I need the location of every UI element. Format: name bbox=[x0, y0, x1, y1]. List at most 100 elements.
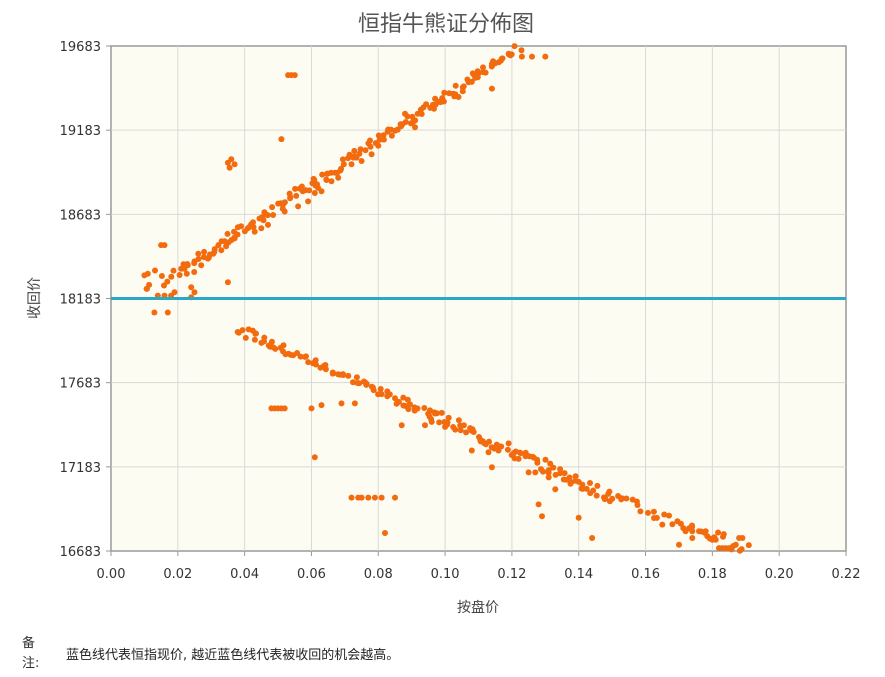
data-point bbox=[432, 95, 439, 102]
data-point bbox=[566, 474, 573, 481]
data-point bbox=[310, 175, 317, 182]
data-point bbox=[702, 528, 709, 535]
data-point bbox=[475, 70, 482, 77]
data-point bbox=[367, 137, 373, 144]
data-point bbox=[545, 469, 552, 476]
data-point bbox=[302, 187, 309, 194]
y-tick-label: 18683 bbox=[60, 208, 101, 223]
data-point bbox=[371, 494, 378, 501]
data-point bbox=[689, 522, 695, 529]
data-point bbox=[455, 94, 462, 100]
data-point bbox=[351, 400, 358, 407]
y-tick-label: 18183 bbox=[60, 293, 101, 308]
data-point bbox=[545, 474, 552, 481]
data-point bbox=[211, 249, 218, 255]
data-point bbox=[161, 242, 168, 249]
data-point bbox=[340, 371, 346, 378]
data-point bbox=[151, 309, 158, 316]
data-point bbox=[323, 176, 330, 183]
data-point bbox=[486, 438, 492, 445]
data-point bbox=[350, 379, 356, 386]
data-point bbox=[463, 429, 470, 436]
data-point bbox=[618, 496, 625, 503]
data-point bbox=[335, 371, 341, 378]
data-point bbox=[587, 480, 593, 486]
data-point bbox=[354, 380, 361, 386]
data-point bbox=[482, 69, 489, 76]
data-point bbox=[485, 449, 492, 456]
data-point bbox=[590, 487, 597, 494]
data-point bbox=[375, 142, 382, 149]
data-point bbox=[423, 101, 430, 108]
data-point bbox=[414, 110, 421, 117]
data-point bbox=[265, 221, 271, 228]
data-point bbox=[224, 230, 231, 237]
data-point bbox=[739, 535, 746, 541]
data-point bbox=[378, 494, 385, 501]
data-point bbox=[280, 342, 287, 349]
data-point bbox=[146, 281, 153, 288]
data-point bbox=[517, 449, 523, 456]
data-point bbox=[311, 454, 318, 461]
data-point bbox=[593, 492, 600, 499]
data-point bbox=[375, 132, 382, 139]
x-tick-label: 0.22 bbox=[832, 567, 861, 582]
data-point bbox=[504, 446, 511, 453]
data-point bbox=[264, 212, 271, 219]
data-point bbox=[338, 165, 345, 172]
data-point bbox=[532, 469, 539, 476]
data-point bbox=[579, 485, 586, 492]
data-point bbox=[392, 395, 398, 402]
data-point bbox=[158, 273, 165, 279]
data-point bbox=[398, 422, 405, 429]
data-point bbox=[228, 156, 235, 163]
data-point bbox=[293, 192, 300, 199]
data-point bbox=[164, 309, 171, 316]
data-point bbox=[732, 541, 739, 548]
data-point bbox=[518, 47, 525, 54]
data-point bbox=[168, 273, 175, 280]
data-point bbox=[195, 250, 202, 257]
data-point bbox=[402, 110, 408, 117]
data-point bbox=[460, 422, 467, 429]
data-point bbox=[269, 204, 276, 211]
data-point bbox=[666, 512, 672, 519]
data-point bbox=[552, 471, 559, 478]
data-point bbox=[589, 535, 596, 541]
x-tick-label: 0.14 bbox=[564, 567, 593, 582]
data-point bbox=[426, 413, 433, 420]
data-point bbox=[239, 327, 246, 334]
data-point bbox=[583, 485, 590, 492]
data-point bbox=[329, 369, 336, 376]
y-tick-label: 17183 bbox=[60, 461, 101, 476]
x-tick-label: 0.04 bbox=[230, 567, 259, 582]
data-point bbox=[312, 361, 319, 368]
data-point bbox=[442, 423, 449, 430]
x-tick-label: 0.16 bbox=[631, 567, 660, 582]
data-point bbox=[488, 85, 495, 92]
data-point bbox=[253, 330, 259, 337]
data-point bbox=[367, 143, 374, 150]
data-point bbox=[224, 279, 231, 286]
data-point bbox=[432, 101, 439, 108]
data-point bbox=[682, 528, 689, 535]
data-point bbox=[259, 214, 266, 221]
data-point bbox=[308, 405, 315, 412]
data-point bbox=[281, 199, 288, 206]
data-point bbox=[511, 43, 518, 50]
data-point bbox=[399, 121, 406, 128]
data-point bbox=[201, 248, 208, 255]
data-point bbox=[515, 455, 522, 462]
data-point bbox=[298, 183, 305, 190]
data-point bbox=[505, 440, 512, 447]
data-point bbox=[525, 469, 532, 476]
data-point bbox=[428, 418, 435, 425]
y-axis-title: 收回价 bbox=[27, 277, 43, 319]
data-point bbox=[258, 225, 265, 232]
data-point bbox=[281, 405, 288, 412]
data-points bbox=[141, 43, 752, 554]
data-point bbox=[242, 334, 249, 341]
data-point bbox=[412, 124, 418, 131]
data-point bbox=[171, 289, 178, 296]
data-point bbox=[226, 164, 233, 171]
